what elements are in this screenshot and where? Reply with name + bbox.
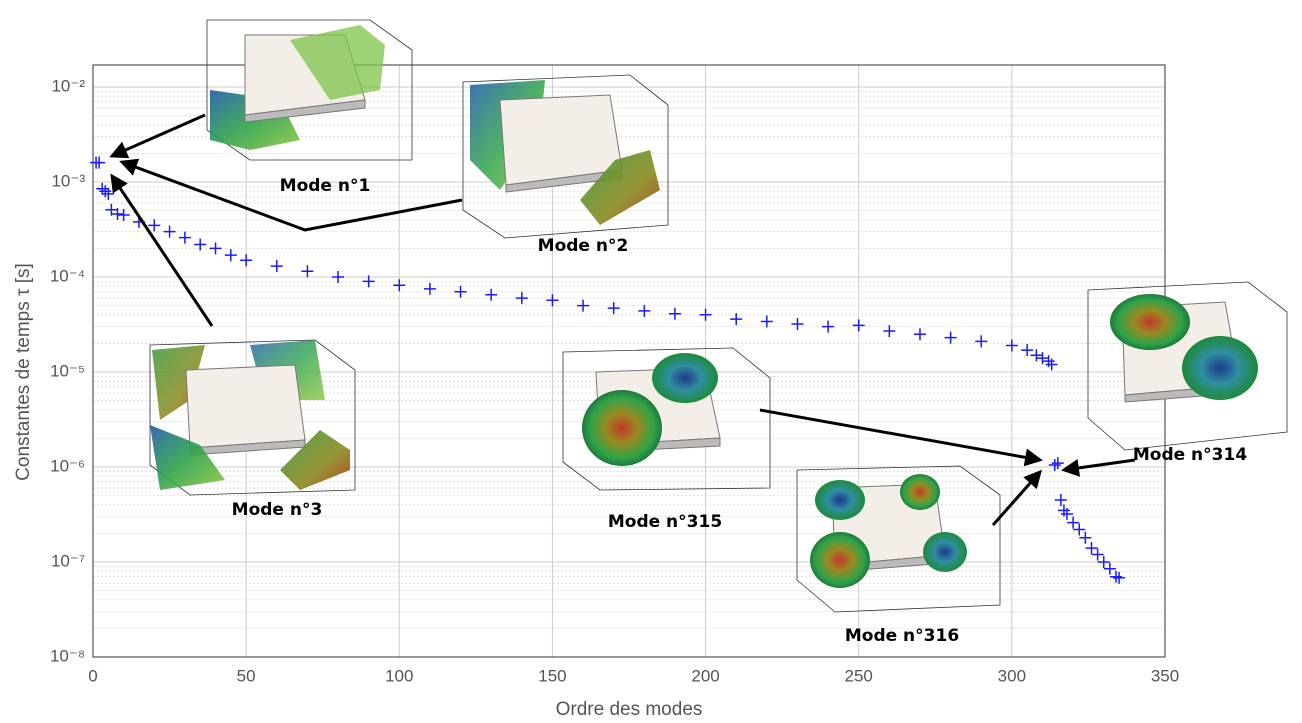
x-axis-label: Ordre des modes [556, 699, 703, 720]
marker [148, 219, 161, 232]
marker [944, 331, 957, 344]
marker [332, 271, 345, 283]
marker [668, 307, 681, 320]
marker [699, 308, 712, 321]
marker [791, 318, 804, 331]
marker [1109, 570, 1122, 583]
marker [111, 208, 124, 221]
y-tick-label: 10⁻⁸ [50, 646, 85, 665]
marker [99, 185, 112, 198]
mode-image [796, 465, 1001, 613]
arrow [119, 158, 463, 232]
y-tick-label: 10⁻⁵ [50, 361, 85, 380]
marker [393, 279, 406, 292]
mode-image [149, 339, 356, 496]
marker [852, 319, 865, 332]
marker [638, 304, 651, 317]
marker [454, 285, 467, 298]
x-tick-label: 0 [88, 666, 97, 685]
marker [1073, 523, 1086, 536]
x-tick-label: 300 [998, 666, 1026, 685]
marker [209, 242, 222, 255]
marker [105, 203, 118, 216]
marker [1079, 531, 1092, 544]
marker [240, 254, 253, 267]
marker [194, 238, 207, 251]
marker [362, 275, 375, 288]
x-tick-label: 200 [691, 666, 719, 685]
marker [301, 265, 314, 278]
marker [822, 320, 835, 333]
arrow [991, 469, 1042, 526]
marker [883, 325, 896, 338]
x-tick-label: 350 [1151, 666, 1179, 685]
x-tick-label: 250 [845, 666, 873, 685]
marker [913, 328, 926, 341]
marker [1067, 516, 1080, 529]
marker [1036, 352, 1049, 365]
annotation: Mode n°315 [608, 512, 722, 532]
marker [1045, 358, 1058, 371]
marker [1054, 493, 1067, 506]
mode-images [149, 19, 1288, 613]
marker [178, 231, 191, 244]
y-tick-label: 10⁻³ [51, 171, 85, 190]
arrow [1061, 458, 1136, 477]
marker [102, 187, 115, 200]
marker [270, 260, 283, 273]
marker [423, 282, 436, 295]
marker [1097, 556, 1110, 568]
marker [1030, 349, 1043, 362]
y-tick-label: 10⁻⁶ [50, 456, 85, 475]
annotation: Mode n°314 [1133, 445, 1247, 465]
y-tick-label: 10⁻² [51, 76, 85, 95]
marker [1091, 548, 1104, 561]
annotation: Mode n°3 [232, 500, 323, 520]
marker [760, 315, 773, 328]
marker [93, 156, 106, 169]
arrow [759, 408, 1043, 467]
arrows [109, 113, 1136, 526]
marker [1021, 344, 1034, 357]
marker [163, 225, 176, 238]
mode-image [1087, 281, 1288, 451]
marker [96, 182, 109, 195]
marker [485, 288, 498, 301]
marker [1048, 458, 1061, 471]
marker [1085, 542, 1098, 555]
arrow [110, 173, 214, 327]
x-tick-label: 100 [385, 666, 413, 685]
x-tick-label: 50 [237, 666, 256, 685]
marker [577, 299, 590, 312]
mode-image [206, 19, 413, 161]
marker [117, 208, 130, 221]
marker [1060, 508, 1073, 521]
marker [224, 249, 237, 262]
marker [607, 302, 620, 315]
y-tick-label: 10⁻⁷ [51, 551, 85, 570]
marker [546, 294, 559, 307]
y-axis-label: Constantes de temps τ [s] [13, 263, 34, 481]
mode-image [462, 74, 669, 239]
annotation: Mode n°1 [280, 176, 371, 196]
marker [1113, 571, 1126, 584]
marker [1103, 562, 1116, 575]
x-tick-label: 150 [538, 666, 566, 685]
arrow [109, 113, 206, 159]
marker [515, 292, 528, 305]
marker [1005, 339, 1018, 352]
marker [975, 335, 988, 348]
annotation: Mode n°316 [845, 626, 959, 646]
mode-image [562, 347, 771, 491]
annotation: Mode n°2 [538, 236, 629, 256]
y-tick-label: 10⁻⁴ [50, 266, 85, 285]
marker [730, 313, 743, 326]
